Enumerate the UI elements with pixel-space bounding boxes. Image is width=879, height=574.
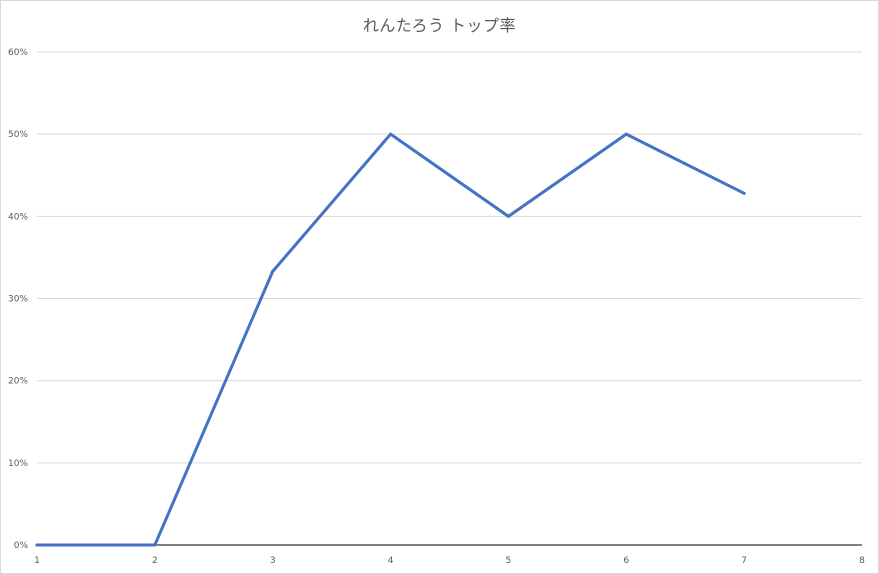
x-tick-label: 5 <box>506 556 512 566</box>
series-line <box>35 132 746 547</box>
data-point <box>153 543 157 547</box>
y-tick-label: 20% <box>8 377 28 387</box>
y-tick-label: 50% <box>8 130 28 140</box>
y-tick-label: 30% <box>8 295 28 305</box>
y-tick-label: 0% <box>14 541 29 551</box>
data-point <box>624 132 628 136</box>
data-point <box>742 191 746 195</box>
y-tick-label: 10% <box>8 459 28 469</box>
x-tick-label: 4 <box>388 556 394 566</box>
x-tick-label: 7 <box>741 556 747 566</box>
y-tick-label: 40% <box>8 212 28 222</box>
data-point <box>506 214 510 218</box>
gridlines <box>37 51 862 464</box>
tick-labels: 0% 10% 20% 30% 40% 50% 60% 1 2 3 4 5 6 7 8 <box>8 48 865 566</box>
data-point <box>35 543 39 547</box>
x-tick-label: 2 <box>152 556 158 566</box>
x-tick-label: 1 <box>34 556 40 566</box>
data-point <box>389 132 393 136</box>
data-point <box>271 269 275 273</box>
y-tick-label: 60% <box>8 48 28 58</box>
x-tick-label: 8 <box>859 556 865 566</box>
series-layer <box>35 132 746 547</box>
chart-title: れんたろう トップ率 <box>362 16 517 35</box>
x-tick-label: 3 <box>270 556 276 566</box>
x-tick-label: 6 <box>623 556 629 566</box>
